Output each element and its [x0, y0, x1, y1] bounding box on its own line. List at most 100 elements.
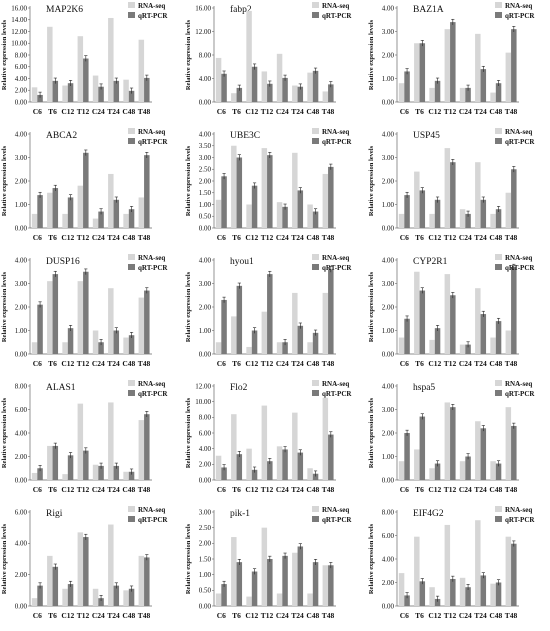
qrt-pcr-bar — [480, 314, 487, 354]
legend-label: RNA-seq — [505, 506, 532, 514]
rna-seq-bar — [108, 288, 114, 354]
qrt-pcr-bar — [83, 537, 89, 606]
rna-seq-bar — [138, 39, 145, 102]
rna-seq-bar — [398, 461, 405, 480]
y-tick-label: 0.00 — [382, 350, 395, 358]
qrt-pcr-bar — [83, 58, 89, 102]
qrt-pcr-bar — [236, 157, 243, 228]
rna-seq-bar — [429, 468, 435, 480]
y-tick-label: 4.00 — [382, 130, 395, 138]
rna-seq-bar — [261, 311, 268, 354]
rna-seq-bar — [475, 421, 481, 480]
qrt-pcr-bar — [37, 585, 43, 606]
y-tick-label: 3.00 — [199, 280, 212, 288]
chart-svg: Rigi Relative expression levels 0.00 2.00 4.… — [1, 506, 168, 620]
x-category-label: C6 — [217, 485, 226, 494]
qrt-pcr-bar — [480, 428, 487, 480]
rna-seq-bar — [398, 573, 405, 606]
rna-seq-bar — [77, 532, 84, 606]
y-tick-label: 2.00 — [199, 540, 212, 548]
rna-seq-bar — [47, 281, 53, 354]
qrt-pcr-bar — [282, 77, 288, 102]
qrt-pcr-bar — [282, 555, 288, 606]
x-category-label: C48 — [122, 485, 135, 494]
chart-title: DUSP16 — [46, 257, 80, 267]
qrt-pcr-bar — [37, 195, 43, 228]
legend-swatch — [128, 2, 135, 8]
y-axis-label: Relative expression levels — [1, 145, 8, 216]
x-category-label: C48 — [306, 233, 319, 242]
x-category-label: T12 — [261, 485, 274, 494]
y-tick-label: 1.00 — [15, 327, 28, 335]
y-tick-label: 2.00 — [199, 461, 212, 469]
chart-title: ALAS1 — [46, 383, 76, 393]
legend-label: RNA-seq — [505, 380, 532, 388]
chart-panel-fabp2: fabp2 Relative expression levels 0.00 4.00 8… — [184, 0, 367, 126]
y-tick-label: 2.00 — [382, 51, 395, 59]
x-category-label: T24 — [291, 233, 304, 242]
y-tick-label: 4.00 — [382, 382, 395, 390]
qrt-pcr-bar — [128, 335, 135, 354]
y-tick-label: 4.00 — [199, 75, 212, 83]
y-tick-label: 4.00 — [199, 256, 212, 264]
x-category-label: T24 — [474, 107, 487, 116]
qrt-pcr-bar — [511, 543, 517, 606]
y-tick-label: 2.00 — [15, 303, 28, 311]
qrt-pcr-bar — [128, 90, 135, 102]
rna-seq-bar — [215, 455, 222, 480]
x-category-label: C6 — [217, 611, 226, 620]
qrt-pcr-bar — [297, 86, 304, 102]
qrt-pcr-bar — [37, 468, 43, 480]
qrt-pcr-bar — [67, 83, 74, 102]
rna-seq-bar — [62, 213, 68, 228]
y-tick-label: 12.00 — [195, 28, 211, 36]
qrt-pcr-bar — [495, 209, 502, 228]
y-tick-label: 8.00 — [199, 414, 212, 422]
qrt-pcr-bar — [267, 461, 273, 480]
legend-label: RNA-seq — [138, 506, 165, 514]
rna-seq-bar — [292, 292, 298, 354]
chart-title: Rigi — [46, 509, 63, 519]
qrt-pcr-bar — [221, 584, 227, 606]
x-category-label: C24 — [459, 233, 472, 242]
x-category-label: T24 — [107, 359, 120, 368]
x-category-label: C24 — [92, 611, 105, 620]
x-category-label: T24 — [291, 485, 304, 494]
y-tick-label: 1.00 — [199, 327, 212, 335]
legend-swatch — [128, 128, 135, 134]
y-tick-label: 4.00 — [382, 555, 395, 563]
qrt-pcr-bar — [312, 473, 319, 480]
y-tick-label: 0.00 — [15, 476, 28, 484]
x-category-label: T24 — [107, 485, 120, 494]
rna-seq-bar — [77, 281, 84, 354]
qrt-pcr-bar — [98, 465, 104, 480]
y-axis-label: Relative expression levels — [185, 145, 192, 216]
x-category-label: T6 — [415, 485, 424, 494]
x-category-label: C24 — [276, 359, 289, 368]
y-axis-label: Relative expression levels — [368, 19, 375, 90]
rna-seq-bar — [459, 87, 466, 102]
x-category-label: C24 — [276, 107, 289, 116]
rna-seq-bar — [276, 342, 283, 354]
x-category-label: C48 — [489, 611, 502, 620]
rna-seq-bar — [276, 446, 283, 480]
x-category-label: T24 — [474, 233, 487, 242]
legend-label: qRT-PCR — [505, 138, 535, 146]
legend-label: RNA-seq — [138, 254, 165, 262]
chart-title: hyou1 — [230, 257, 254, 267]
x-category-label: C12 — [245, 485, 258, 494]
x-category-label: C12 — [245, 611, 258, 620]
rna-seq-bar — [505, 407, 512, 480]
qrt-pcr-bar — [312, 562, 319, 606]
rna-seq-bar — [414, 43, 420, 102]
chart-panel-pik-1: pik-1 Relative expression levels 0.00 0.50 1… — [184, 504, 367, 630]
chart-panel-map2k6: MAP2K6 Relative expression levels 0.00 2.00… — [0, 0, 183, 126]
qrt-pcr-bar — [297, 325, 304, 354]
rna-seq-bar — [475, 520, 481, 606]
x-category-label: T12 — [77, 233, 90, 242]
rna-seq-bar — [62, 474, 68, 480]
legend-swatch — [495, 2, 502, 8]
qrt-pcr-bar — [67, 328, 74, 354]
legend-swatch — [495, 254, 502, 260]
x-category-label: C48 — [489, 359, 502, 368]
